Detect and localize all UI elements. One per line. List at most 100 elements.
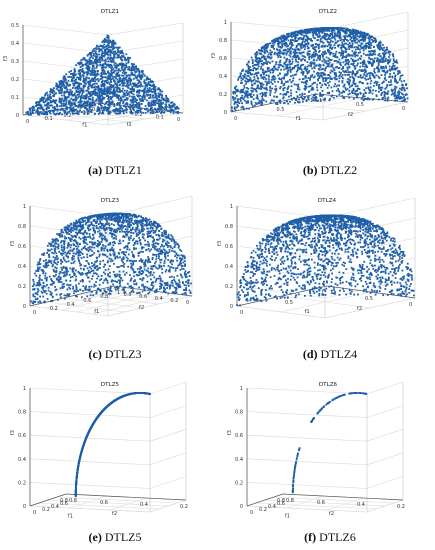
pareto-point (367, 45, 370, 48)
pareto-point (363, 44, 366, 47)
pareto-point (299, 66, 302, 69)
pareto-point (378, 90, 380, 93)
pareto-point (368, 89, 371, 91)
pareto-point (297, 43, 300, 45)
pareto-point (131, 101, 134, 104)
pareto-point (251, 105, 254, 108)
pareto-point (61, 97, 64, 100)
pareto-point (373, 76, 376, 79)
pareto-point (143, 98, 146, 100)
pareto-point (292, 79, 294, 82)
pareto-point (132, 82, 135, 85)
pareto-point (65, 97, 68, 100)
pareto-point (145, 91, 147, 94)
pareto-point (288, 95, 290, 98)
pareto-point (126, 86, 129, 88)
pareto-point (129, 77, 131, 80)
pareto-point (44, 94, 46, 97)
pareto-point (317, 72, 320, 75)
pareto-point (394, 94, 397, 97)
pareto-point (102, 40, 105, 43)
pareto-point (314, 49, 317, 52)
pareto-point (338, 91, 341, 93)
pareto-point (156, 111, 159, 113)
pareto-point (72, 102, 75, 105)
pareto-point (356, 38, 359, 40)
pareto-point (144, 243, 147, 246)
pareto-point (378, 77, 381, 79)
pareto-point (63, 84, 65, 87)
pareto-point (249, 66, 251, 69)
pareto-point (122, 79, 125, 82)
pareto-point (396, 97, 398, 99)
z-tick-label: 0 (16, 113, 19, 119)
pareto-point (64, 98, 66, 101)
pareto-point (105, 51, 108, 54)
pareto-point (99, 100, 102, 103)
pareto-point (316, 83, 319, 86)
pareto-point (352, 79, 355, 82)
pareto-point (381, 91, 384, 94)
pareto-point (33, 106, 36, 109)
pareto-point (390, 83, 393, 86)
pareto-point (322, 68, 324, 70)
pareto-point (141, 69, 144, 72)
pareto-point (247, 68, 250, 71)
pareto-point (122, 219, 124, 222)
pareto-point (105, 39, 108, 41)
pareto-point (93, 73, 96, 76)
pareto-point (306, 35, 309, 38)
pareto-point (40, 104, 43, 107)
pareto-point (54, 113, 57, 116)
pareto-point (74, 109, 77, 111)
pareto-point (39, 98, 42, 101)
pareto-point (66, 231, 69, 234)
pareto-point (290, 75, 292, 78)
pareto-point (325, 52, 328, 55)
pareto-point (135, 77, 138, 80)
pareto-point (112, 88, 115, 91)
pareto-point (240, 89, 242, 92)
pareto-point (364, 38, 366, 40)
pareto-point (141, 89, 144, 92)
pareto-point (366, 32, 368, 35)
pareto-point (83, 106, 86, 109)
pareto-point (355, 51, 357, 54)
pareto-point (352, 88, 355, 90)
pareto-point (291, 48, 294, 50)
pareto-point (89, 81, 92, 84)
pareto-point (95, 99, 98, 102)
pareto-point (354, 53, 357, 56)
pareto-point (53, 94, 55, 96)
pareto-point (300, 31, 303, 34)
pareto-point (315, 32, 318, 35)
pareto-point (73, 76, 75, 78)
pareto-point (392, 58, 395, 61)
y-tick-label: 1 (108, 290, 111, 296)
pareto-point (395, 95, 398, 98)
pareto-point (90, 78, 93, 80)
pareto-point (313, 46, 316, 49)
pareto-point (93, 101, 96, 104)
pareto-point (385, 86, 388, 89)
pareto-point (100, 77, 103, 80)
pareto-point (90, 62, 93, 64)
pareto-point (75, 278, 78, 281)
pareto-point (289, 100, 291, 103)
pareto-point (94, 272, 97, 275)
pareto-point (368, 61, 370, 64)
pareto-point (65, 99, 68, 101)
pareto-point (156, 102, 158, 105)
pareto-point (71, 90, 73, 93)
pareto-point (81, 92, 84, 95)
pareto-point (141, 97, 144, 100)
pareto-point (109, 54, 112, 57)
pareto-point (95, 74, 98, 77)
pareto-point (280, 35, 283, 38)
wall-grid-line (107, 58, 184, 72)
pareto-point (309, 39, 312, 42)
pareto-point (44, 272, 47, 275)
pareto-point (59, 112, 61, 114)
pareto-point (279, 86, 282, 88)
pareto-point (139, 85, 142, 88)
